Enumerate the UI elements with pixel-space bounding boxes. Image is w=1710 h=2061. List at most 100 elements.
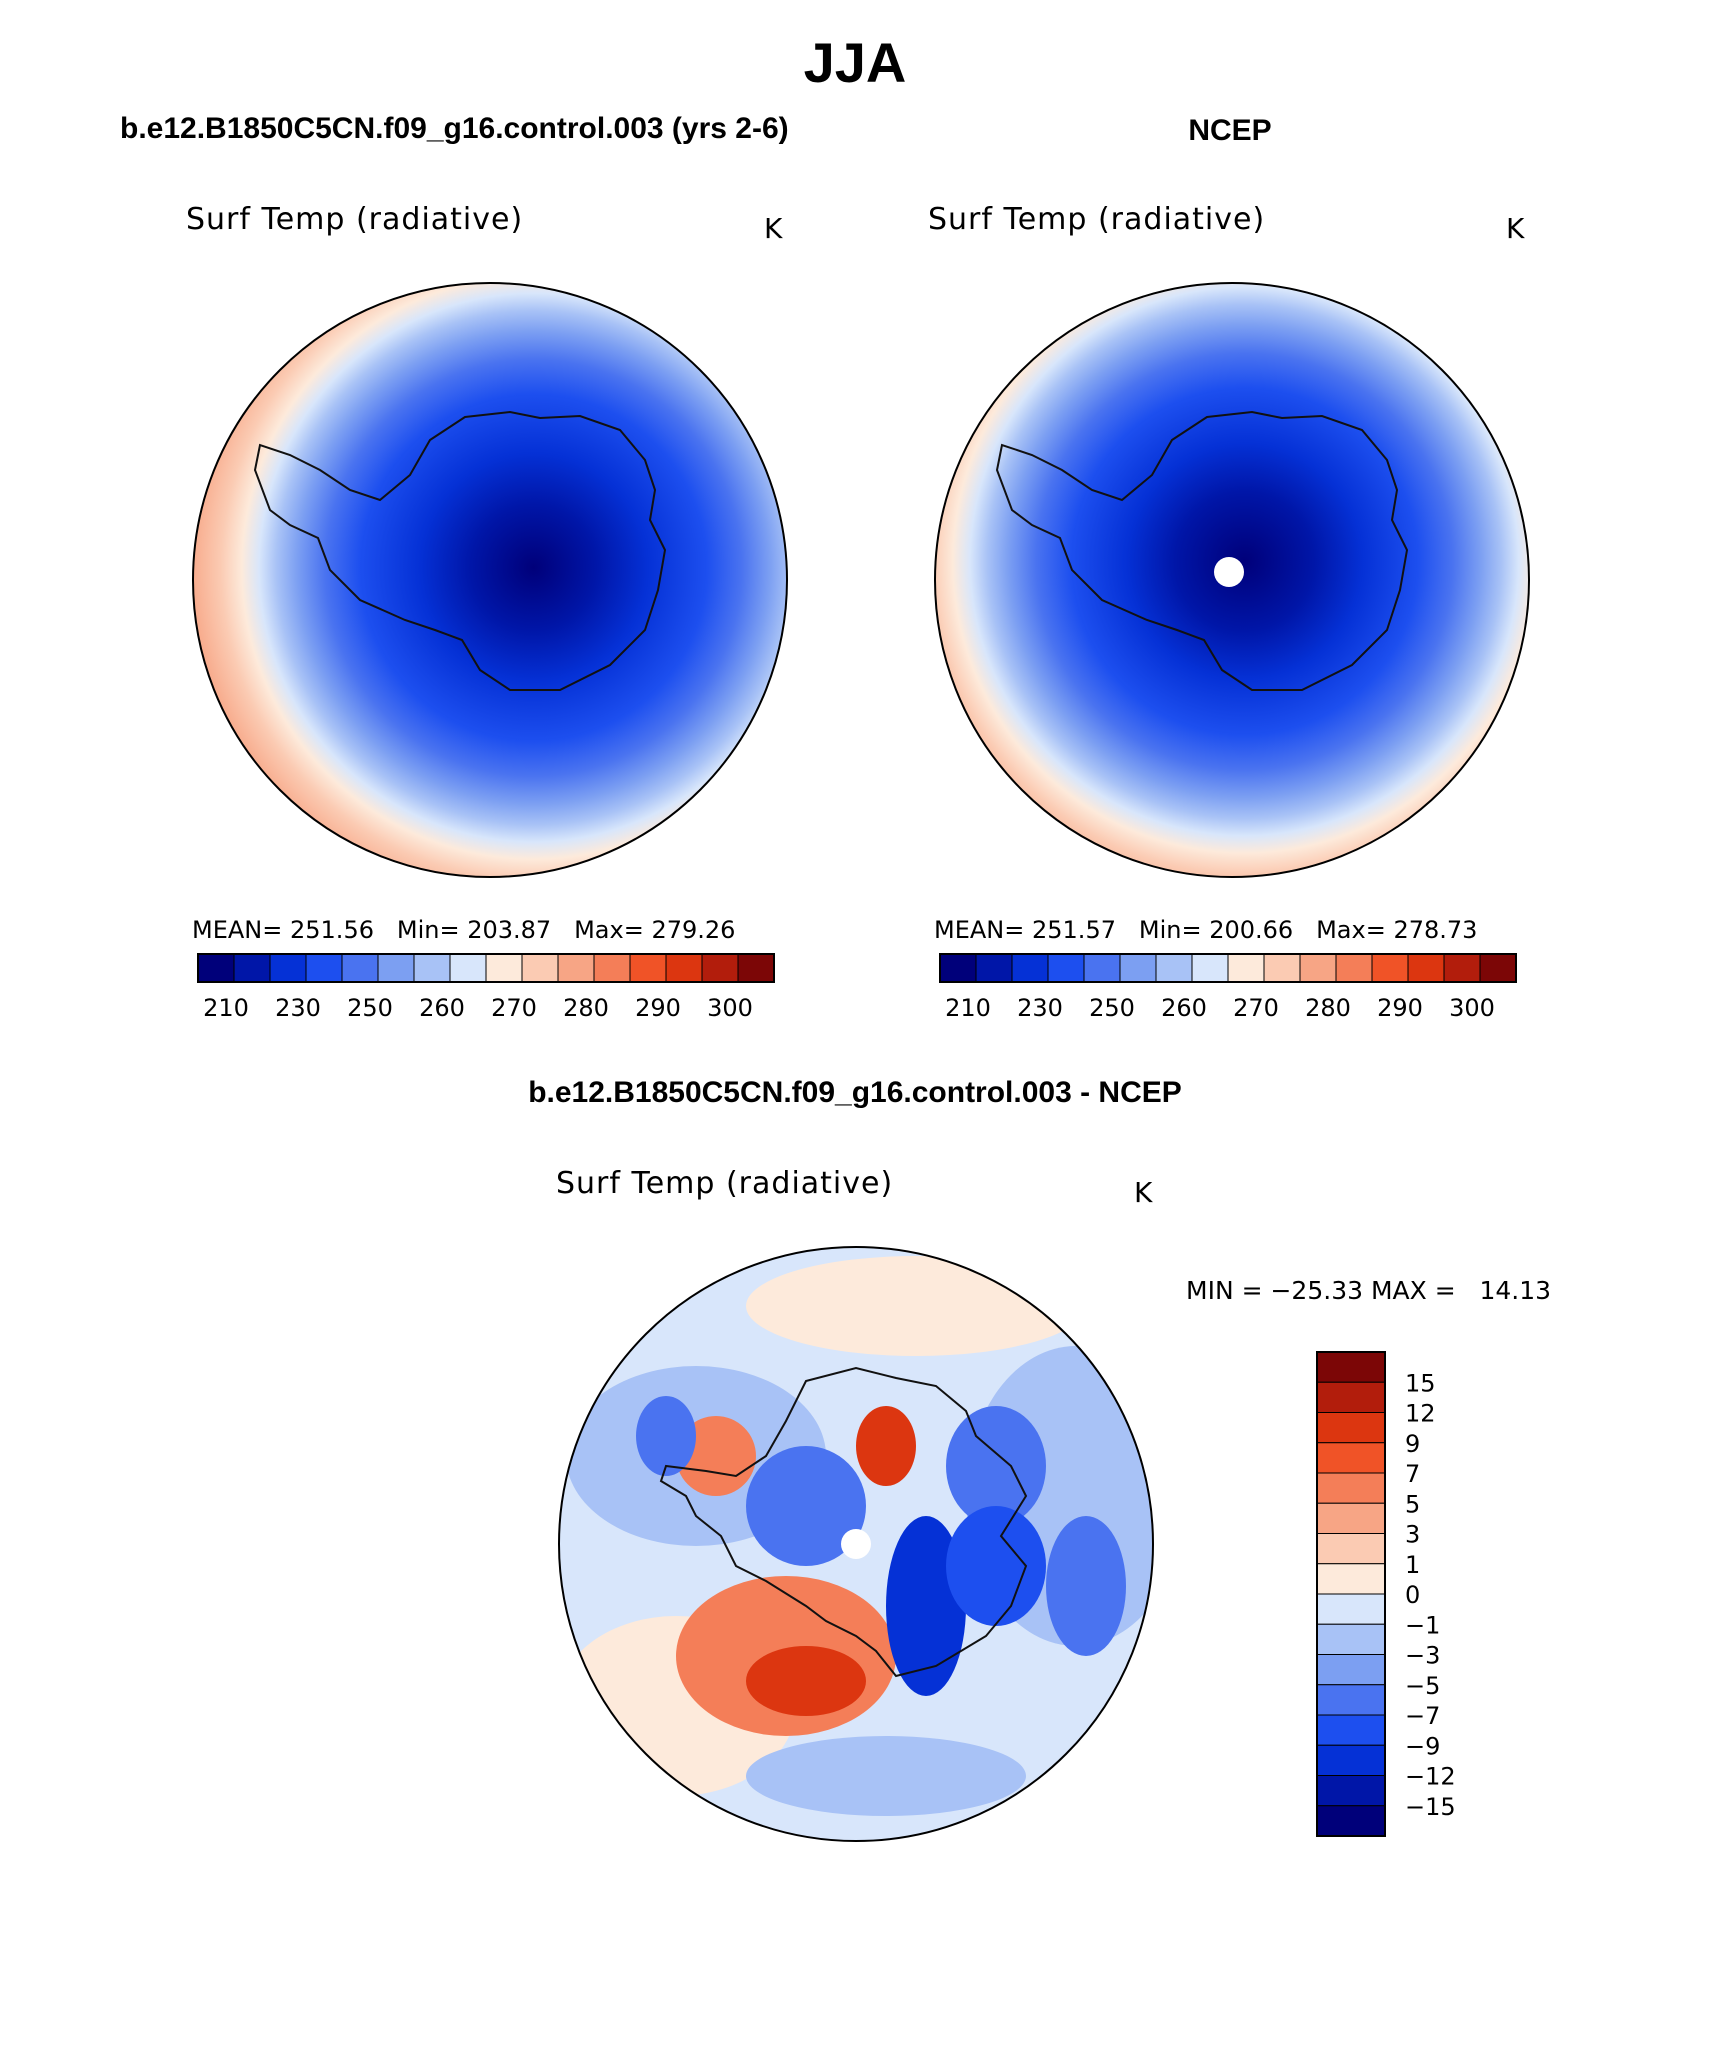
colorbar-box: [1316, 1714, 1386, 1746]
colorbar-box: [305, 953, 343, 983]
colorbar-box: [1299, 953, 1337, 983]
model-units-label: K: [764, 212, 783, 245]
colorbar-tick-label: 290: [1377, 994, 1423, 1022]
colorbar-tick-label: 250: [347, 994, 393, 1022]
colorbar-box: [413, 953, 451, 983]
colorbar-box: [557, 953, 595, 983]
model-field: [193, 283, 787, 877]
colorbar-box: [233, 953, 271, 983]
colorbar-tick-label: 210: [945, 994, 991, 1022]
pole-missing-data: [1214, 557, 1244, 587]
colorbar-box: [629, 953, 667, 983]
obs-map: [934, 282, 1530, 878]
model-panel-title: b.e12.B1850C5CN.f09_g16.control.003 (yrs…: [120, 112, 789, 145]
diff-variable-label: Surf Temp (radiative): [556, 1166, 894, 1201]
colorbar-box: [1155, 953, 1193, 983]
colorbar-box: [593, 953, 631, 983]
colorbar-tick-label: 0: [1405, 1581, 1420, 1609]
colorbar-tick-label: 260: [1161, 994, 1207, 1022]
diff-blob: [746, 1646, 866, 1716]
diff-blob: [886, 1516, 966, 1696]
diff-blob: [856, 1406, 916, 1486]
antarctica-coastline: [253, 410, 667, 691]
colorbar-box: [1316, 1381, 1386, 1413]
colorbar-tick-label: 3: [1405, 1521, 1420, 1549]
colorbar-tick-label: 9: [1405, 1430, 1420, 1458]
colorbar-tick-label: 280: [563, 994, 609, 1022]
model-mean: 251.56: [290, 916, 374, 944]
obs-max-label: Max=: [1316, 916, 1386, 944]
obs-mean-label: MEAN=: [934, 916, 1025, 944]
colorbar-box: [1316, 1442, 1386, 1474]
antarctica-coastline: [995, 410, 1409, 691]
colorbar-box: [197, 953, 235, 983]
model-map-boundary: [192, 282, 788, 878]
colorbar-box: [1191, 953, 1229, 983]
colorbar-tick-label: −5: [1405, 1672, 1440, 1700]
diff-map: [558, 1246, 1154, 1842]
colorbar-box: [1316, 1744, 1386, 1776]
pole-missing-data: [841, 1529, 871, 1559]
diff-units-label: K: [1134, 1176, 1153, 1209]
colorbar-tick-label: 270: [491, 994, 537, 1022]
colorbar-box: [1316, 1502, 1386, 1534]
diff-blob: [1046, 1516, 1126, 1656]
colorbar-box: [1316, 1593, 1386, 1625]
model-max-label: Max=: [574, 916, 644, 944]
colorbar-box: [1316, 1412, 1386, 1444]
colorbar-box: [1371, 953, 1409, 983]
colorbar-tick-label: −1: [1405, 1611, 1440, 1639]
obs-mean: 251.57: [1032, 916, 1116, 944]
colorbar-box: [975, 953, 1013, 983]
colorbar-box: [1316, 1623, 1386, 1655]
colorbar-tick-label: 12: [1405, 1400, 1436, 1428]
diff-blob: [946, 1406, 1046, 1526]
colorbar-frame: [939, 953, 1517, 983]
diff-blob: [636, 1396, 696, 1476]
colorbar-box: [449, 953, 487, 983]
diff-blob: [746, 1446, 866, 1566]
antarctica-coastline: [659, 1366, 1028, 1678]
colorbar-tick-label: 290: [635, 994, 681, 1022]
model-max: 279.26: [651, 916, 736, 944]
colorbar-box: [701, 953, 739, 983]
model-map: [192, 282, 788, 878]
obs-min-label: Min=: [1138, 916, 1202, 944]
colorbar-box: [1443, 953, 1481, 983]
colorbar-tick-label: 300: [707, 994, 753, 1022]
colorbar-box: [269, 953, 307, 983]
colorbar-frame: [1316, 1351, 1386, 1837]
colorbar-box: [341, 953, 379, 983]
colorbar-tick-label: 230: [1017, 994, 1063, 1022]
colorbar-box: [1316, 1805, 1386, 1837]
colorbar-tick-label: 260: [419, 994, 465, 1022]
colorbar-tick-label: 15: [1405, 1369, 1436, 1397]
colorbar-box: [939, 953, 977, 983]
colorbar-box: [665, 953, 703, 983]
obs-variable-label: Surf Temp (radiative): [928, 202, 1266, 237]
colorbar-box: [1119, 953, 1157, 983]
diff-minmax: MIN = −25.33 MAX = 14.13: [1186, 1276, 1552, 1305]
model-mean-label: MEAN=: [192, 916, 283, 944]
obs-panel-title: NCEP: [1188, 114, 1272, 147]
colorbar-box: [1407, 953, 1445, 983]
colorbar-tick-label: 7: [1405, 1460, 1420, 1488]
colorbar-box: [377, 953, 415, 983]
colorbar-box: [1335, 953, 1373, 983]
colorbar-tick-label: 300: [1449, 994, 1495, 1022]
model-stats: MEAN= 251.56 Min= 203.87 Max= 279.26: [192, 916, 735, 944]
diff-panel-title: b.e12.B1850C5CN.f09_g16.control.003 - NC…: [528, 1076, 1182, 1109]
colorbar-box: [737, 953, 775, 983]
colorbar-tick-label: −15: [1405, 1793, 1456, 1821]
colorbar-box: [1316, 1351, 1386, 1383]
colorbar-tick-label: −12: [1405, 1763, 1456, 1791]
diff-map-boundary: [558, 1246, 1154, 1842]
model-colorbar: 210 230 250 260 270 280 290 300: [197, 953, 775, 1022]
obs-units-label: K: [1506, 212, 1525, 245]
colorbar-box: [1316, 1472, 1386, 1504]
colorbar-box: [1227, 953, 1265, 983]
model-min-label: Min=: [396, 916, 460, 944]
colorbar-tick-label: 210: [203, 994, 249, 1022]
colorbar-box: [1011, 953, 1049, 983]
